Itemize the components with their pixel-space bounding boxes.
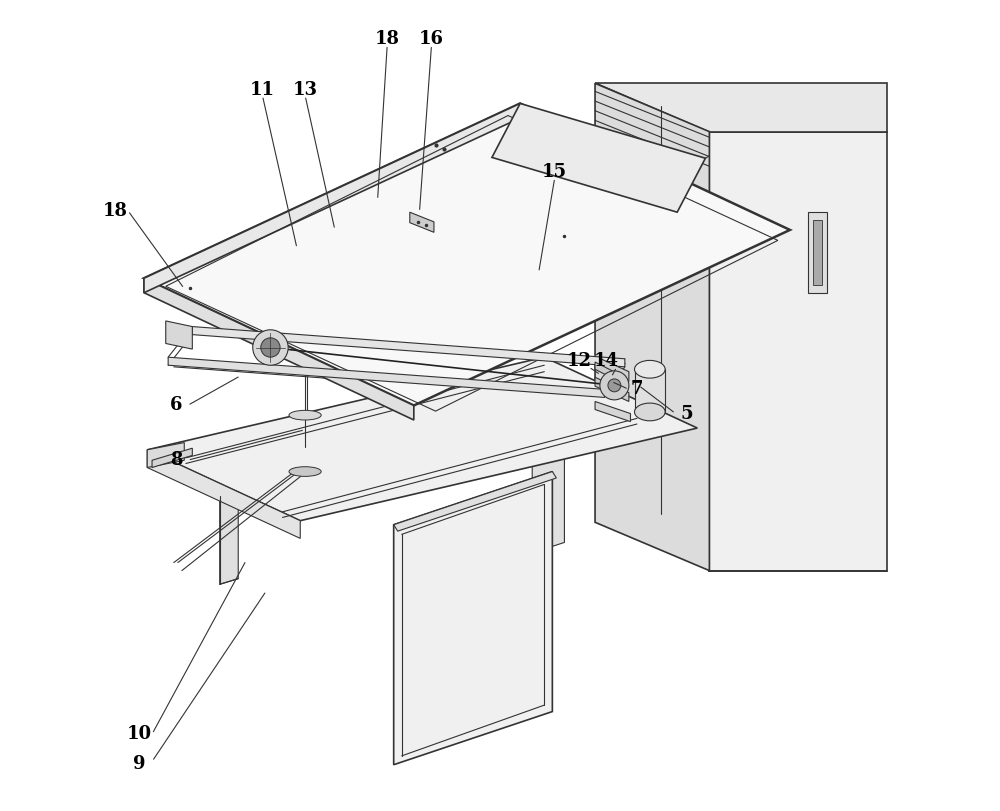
Polygon shape <box>394 471 552 765</box>
Text: 18: 18 <box>102 202 127 220</box>
Text: 18: 18 <box>375 30 400 48</box>
Polygon shape <box>601 358 629 381</box>
Polygon shape <box>595 84 709 571</box>
Polygon shape <box>152 448 192 467</box>
Polygon shape <box>147 450 300 539</box>
Text: 10: 10 <box>127 725 152 743</box>
Polygon shape <box>166 321 192 349</box>
Text: 5: 5 <box>681 405 693 423</box>
Text: 11: 11 <box>250 81 275 99</box>
Polygon shape <box>168 357 605 397</box>
Text: 6: 6 <box>170 397 182 414</box>
Polygon shape <box>532 442 564 553</box>
Text: 13: 13 <box>293 81 318 99</box>
Circle shape <box>253 330 288 365</box>
Polygon shape <box>635 369 665 412</box>
Polygon shape <box>595 362 625 384</box>
Text: 9: 9 <box>133 755 145 773</box>
Text: 15: 15 <box>542 163 567 181</box>
Circle shape <box>600 371 629 400</box>
Text: 14: 14 <box>594 352 619 370</box>
Ellipse shape <box>635 360 665 378</box>
Text: 16: 16 <box>419 30 444 48</box>
Text: 7: 7 <box>631 380 643 398</box>
Polygon shape <box>595 377 629 401</box>
Polygon shape <box>220 490 238 584</box>
Polygon shape <box>410 212 434 232</box>
Polygon shape <box>144 278 414 420</box>
Polygon shape <box>144 104 520 293</box>
Polygon shape <box>813 221 822 285</box>
Polygon shape <box>394 471 556 531</box>
Polygon shape <box>147 443 184 467</box>
Circle shape <box>261 338 280 357</box>
Polygon shape <box>595 84 887 131</box>
Polygon shape <box>595 401 630 422</box>
Polygon shape <box>492 104 705 212</box>
Ellipse shape <box>289 410 321 420</box>
Polygon shape <box>147 357 697 521</box>
Polygon shape <box>144 104 790 406</box>
Polygon shape <box>709 131 887 571</box>
Ellipse shape <box>289 466 321 476</box>
Ellipse shape <box>635 403 665 421</box>
Text: 12: 12 <box>566 352 591 370</box>
Circle shape <box>608 379 621 392</box>
Polygon shape <box>808 212 827 293</box>
Text: 8: 8 <box>170 451 182 470</box>
Polygon shape <box>192 327 625 367</box>
